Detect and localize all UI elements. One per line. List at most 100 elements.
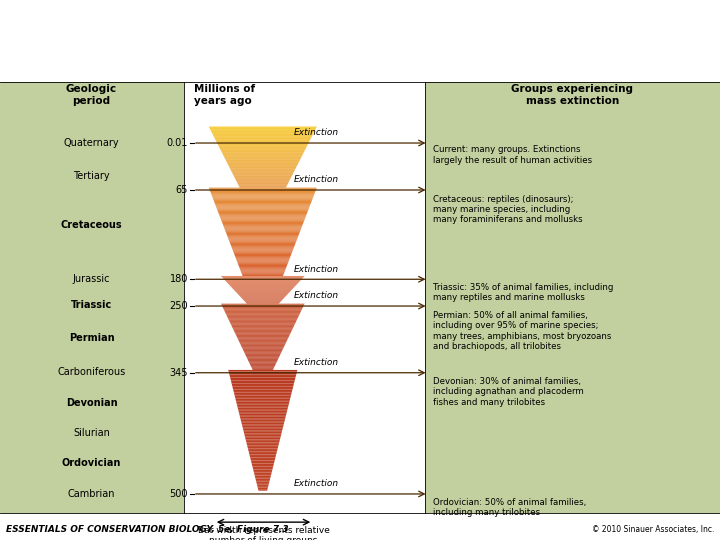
Polygon shape bbox=[210, 129, 315, 130]
Polygon shape bbox=[230, 377, 295, 379]
Polygon shape bbox=[253, 471, 272, 472]
Polygon shape bbox=[236, 180, 289, 181]
Polygon shape bbox=[233, 388, 293, 389]
Polygon shape bbox=[232, 326, 294, 327]
Polygon shape bbox=[211, 130, 315, 131]
Polygon shape bbox=[241, 421, 284, 423]
Text: Devonian: Devonian bbox=[66, 398, 117, 408]
Polygon shape bbox=[212, 134, 313, 135]
Text: Extinction: Extinction bbox=[294, 265, 339, 274]
Polygon shape bbox=[243, 350, 282, 351]
Polygon shape bbox=[225, 230, 301, 231]
Polygon shape bbox=[233, 387, 293, 388]
Polygon shape bbox=[242, 275, 284, 276]
Polygon shape bbox=[233, 252, 292, 253]
Polygon shape bbox=[246, 355, 280, 356]
Polygon shape bbox=[217, 211, 308, 212]
Polygon shape bbox=[222, 306, 303, 307]
Polygon shape bbox=[213, 135, 312, 136]
Polygon shape bbox=[212, 195, 314, 197]
Polygon shape bbox=[233, 251, 293, 252]
Polygon shape bbox=[230, 242, 296, 243]
Text: Cambrian: Cambrian bbox=[68, 489, 115, 499]
Polygon shape bbox=[222, 153, 303, 154]
Polygon shape bbox=[238, 409, 287, 411]
Polygon shape bbox=[237, 261, 289, 263]
Polygon shape bbox=[228, 370, 297, 372]
Polygon shape bbox=[230, 322, 296, 323]
Text: Triassic: 35% of animal families, including
many reptiles and marine mollusks: Triassic: 35% of animal families, includ… bbox=[433, 283, 614, 302]
Polygon shape bbox=[253, 467, 273, 468]
Text: Silurian: Silurian bbox=[73, 428, 110, 438]
Polygon shape bbox=[238, 183, 288, 184]
Text: 500: 500 bbox=[169, 489, 188, 499]
Polygon shape bbox=[251, 461, 275, 462]
Polygon shape bbox=[224, 309, 302, 310]
Polygon shape bbox=[225, 231, 300, 232]
Polygon shape bbox=[214, 201, 312, 202]
Polygon shape bbox=[251, 365, 275, 366]
Polygon shape bbox=[242, 347, 284, 348]
Polygon shape bbox=[240, 343, 286, 345]
Polygon shape bbox=[220, 217, 306, 218]
Polygon shape bbox=[251, 459, 275, 461]
Polygon shape bbox=[222, 221, 304, 222]
Polygon shape bbox=[238, 264, 287, 265]
Polygon shape bbox=[246, 442, 279, 444]
Polygon shape bbox=[244, 432, 282, 433]
Polygon shape bbox=[253, 470, 272, 471]
Polygon shape bbox=[235, 256, 291, 257]
Text: ESSENTIALS OF CONSERVATION BIOLOGY, 5e, Figure 7.3: ESSENTIALS OF CONSERVATION BIOLOGY, 5e, … bbox=[6, 525, 289, 535]
Polygon shape bbox=[213, 136, 312, 137]
Text: Quaternary: Quaternary bbox=[63, 138, 120, 148]
Polygon shape bbox=[215, 137, 311, 138]
Text: Carboniferous: Carboniferous bbox=[58, 367, 125, 377]
Polygon shape bbox=[231, 171, 294, 172]
Polygon shape bbox=[257, 484, 269, 486]
Text: Cretaceous: Cretaceous bbox=[60, 220, 122, 230]
Polygon shape bbox=[215, 203, 311, 204]
Polygon shape bbox=[235, 178, 291, 179]
Polygon shape bbox=[239, 341, 287, 342]
Polygon shape bbox=[222, 222, 304, 223]
Text: Bar width represents relative
number of living groups: Bar width represents relative number of … bbox=[197, 526, 330, 540]
Polygon shape bbox=[251, 462, 274, 463]
Polygon shape bbox=[238, 263, 288, 264]
Polygon shape bbox=[222, 305, 304, 306]
Polygon shape bbox=[237, 404, 289, 406]
Polygon shape bbox=[210, 190, 316, 191]
Polygon shape bbox=[232, 172, 294, 173]
Polygon shape bbox=[227, 161, 299, 163]
Polygon shape bbox=[242, 274, 284, 275]
Polygon shape bbox=[241, 346, 284, 347]
Text: Cretaceous: reptiles (dinosaurs);
many marine species, including
many foraminife: Cretaceous: reptiles (dinosaurs); many m… bbox=[433, 195, 583, 225]
Polygon shape bbox=[230, 374, 296, 376]
Text: Extinction: Extinction bbox=[294, 129, 339, 137]
Polygon shape bbox=[252, 369, 274, 370]
Polygon shape bbox=[234, 394, 292, 396]
Polygon shape bbox=[212, 132, 314, 133]
Polygon shape bbox=[223, 155, 302, 156]
Polygon shape bbox=[228, 317, 298, 318]
Polygon shape bbox=[233, 391, 292, 393]
Polygon shape bbox=[258, 488, 268, 489]
Polygon shape bbox=[219, 214, 307, 215]
Polygon shape bbox=[246, 438, 280, 440]
Text: 65: 65 bbox=[176, 185, 188, 195]
Polygon shape bbox=[217, 143, 309, 144]
Text: Groups experiencing
mass extinction: Groups experiencing mass extinction bbox=[511, 84, 634, 106]
Text: © 2010 Sinauer Associates, Inc.: © 2010 Sinauer Associates, Inc. bbox=[592, 525, 714, 535]
Polygon shape bbox=[241, 273, 284, 274]
Text: Permian: 50% of all animal families,
including over 95% of marine species;
many : Permian: 50% of all animal families, inc… bbox=[433, 310, 612, 351]
Polygon shape bbox=[223, 225, 302, 226]
Polygon shape bbox=[238, 338, 288, 339]
Polygon shape bbox=[242, 424, 284, 426]
Polygon shape bbox=[213, 200, 312, 201]
Polygon shape bbox=[240, 269, 286, 271]
Polygon shape bbox=[243, 429, 283, 430]
Text: 0.01: 0.01 bbox=[166, 138, 188, 148]
Polygon shape bbox=[248, 361, 277, 362]
Polygon shape bbox=[241, 272, 284, 273]
Polygon shape bbox=[228, 163, 298, 164]
Polygon shape bbox=[232, 383, 294, 385]
